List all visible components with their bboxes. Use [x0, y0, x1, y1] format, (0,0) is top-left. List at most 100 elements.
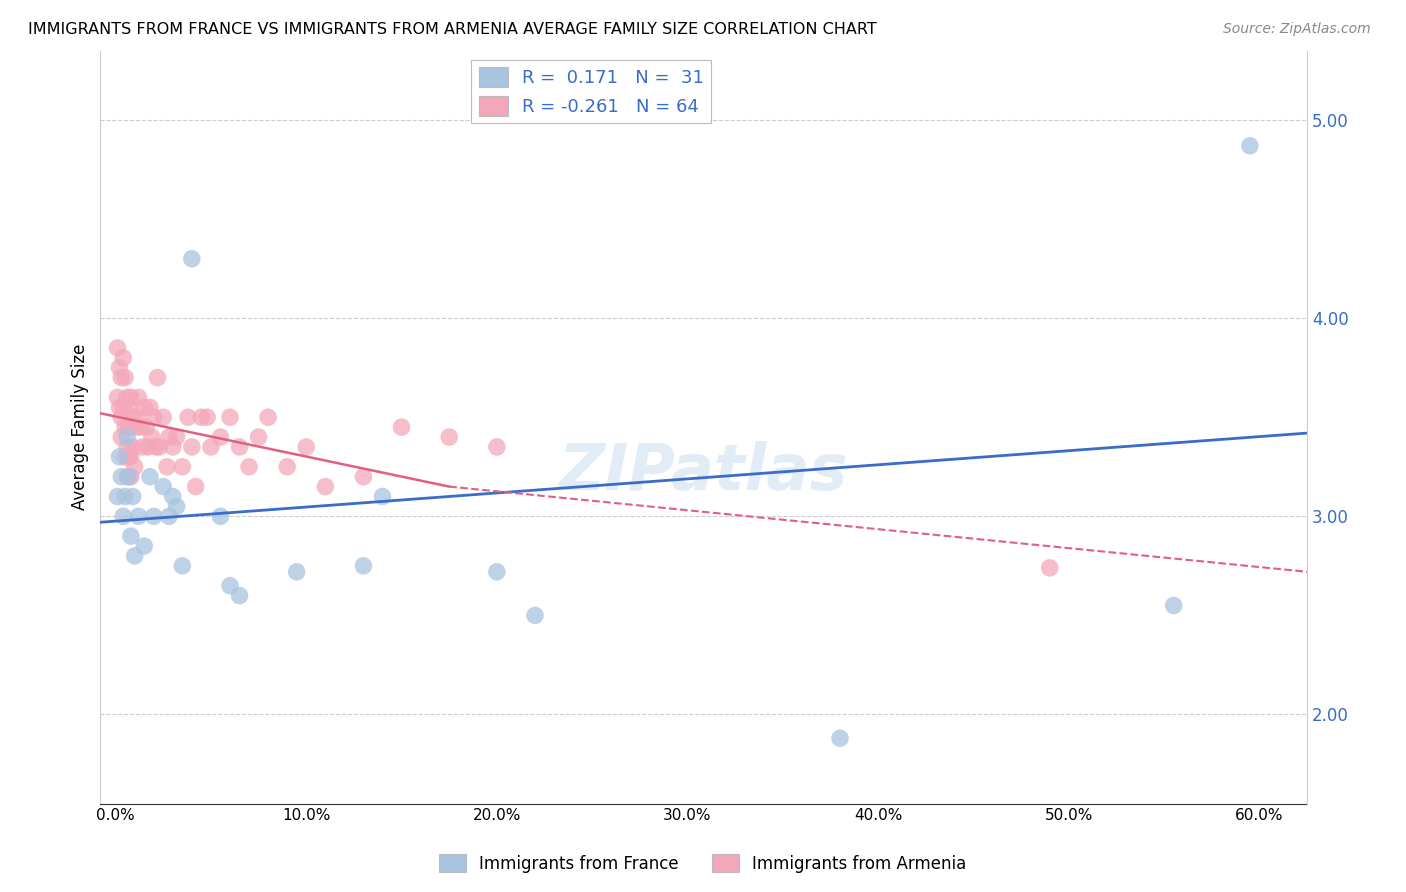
Point — [114, 420, 136, 434]
Point — [127, 391, 149, 405]
Point — [135, 420, 157, 434]
Point — [257, 410, 280, 425]
Point — [118, 469, 141, 483]
Point — [314, 480, 336, 494]
Point — [121, 440, 143, 454]
Point — [121, 490, 143, 504]
Point — [131, 440, 153, 454]
Point — [157, 509, 180, 524]
Point — [120, 469, 142, 483]
Point — [180, 440, 202, 454]
Point — [352, 469, 374, 483]
Point — [114, 370, 136, 384]
Point — [166, 500, 188, 514]
Point — [152, 480, 174, 494]
Point — [145, 440, 167, 454]
Point — [125, 410, 148, 425]
Point — [110, 469, 132, 483]
Text: IMMIGRANTS FROM FRANCE VS IMMIGRANTS FROM ARMENIA AVERAGE FAMILY SIZE CORRELATIO: IMMIGRANTS FROM FRANCE VS IMMIGRANTS FRO… — [28, 22, 877, 37]
Text: ZIPatlas: ZIPatlas — [560, 442, 848, 503]
Point — [184, 480, 207, 494]
Point — [127, 509, 149, 524]
Point — [219, 410, 242, 425]
Point — [139, 401, 162, 415]
Point — [121, 410, 143, 425]
Point — [228, 589, 250, 603]
Legend: R =  0.171   N =  31, R = -0.261   N = 64: R = 0.171 N = 31, R = -0.261 N = 64 — [471, 60, 711, 123]
Point — [107, 341, 129, 355]
Point — [118, 450, 141, 464]
Point — [180, 252, 202, 266]
Point — [209, 430, 232, 444]
Point — [371, 490, 394, 504]
Point — [200, 440, 222, 454]
Point — [115, 469, 138, 483]
Point — [828, 731, 851, 746]
Point — [166, 430, 188, 444]
Point — [524, 608, 547, 623]
Point — [177, 410, 200, 425]
Y-axis label: Average Family Size: Average Family Size — [72, 344, 89, 510]
Point — [162, 490, 184, 504]
Point — [437, 430, 460, 444]
Point — [148, 440, 170, 454]
Point — [115, 440, 138, 454]
Text: Source: ZipAtlas.com: Source: ZipAtlas.com — [1223, 22, 1371, 37]
Point — [485, 440, 508, 454]
Point — [1163, 599, 1185, 613]
Point — [110, 370, 132, 384]
Point — [120, 529, 142, 543]
Point — [118, 401, 141, 415]
Point — [108, 450, 131, 464]
Point — [172, 558, 194, 573]
Point — [152, 410, 174, 425]
Point — [110, 430, 132, 444]
Point — [1039, 561, 1062, 575]
Point — [162, 440, 184, 454]
Point — [228, 440, 250, 454]
Point — [209, 509, 232, 524]
Point — [352, 558, 374, 573]
Point — [156, 459, 179, 474]
Point — [190, 410, 212, 425]
Point — [124, 420, 146, 434]
Point — [134, 401, 156, 415]
Point — [285, 565, 308, 579]
Point — [114, 450, 136, 464]
Point — [112, 401, 135, 415]
Point — [238, 459, 260, 474]
Point — [172, 459, 194, 474]
Point — [391, 420, 413, 434]
Point — [115, 391, 138, 405]
Point — [157, 430, 180, 444]
Point — [115, 430, 138, 444]
Point — [112, 351, 135, 365]
Point — [114, 490, 136, 504]
Point — [107, 490, 129, 504]
Point — [124, 549, 146, 563]
Point — [485, 565, 508, 579]
Point — [141, 430, 163, 444]
Point — [110, 410, 132, 425]
Point — [108, 360, 131, 375]
Point — [142, 509, 165, 524]
Point — [112, 509, 135, 524]
Point — [108, 401, 131, 415]
Point — [142, 410, 165, 425]
Point — [247, 430, 270, 444]
Point — [118, 420, 141, 434]
Point — [134, 539, 156, 553]
Point — [120, 450, 142, 464]
Point — [295, 440, 318, 454]
Point — [146, 370, 169, 384]
Point — [120, 391, 142, 405]
Point — [195, 410, 218, 425]
Point — [139, 469, 162, 483]
Point — [1239, 138, 1261, 153]
Point — [124, 459, 146, 474]
Point — [107, 391, 129, 405]
Legend: Immigrants from France, Immigrants from Armenia: Immigrants from France, Immigrants from … — [433, 847, 973, 880]
Point — [136, 440, 159, 454]
Point — [129, 420, 152, 434]
Point — [276, 459, 298, 474]
